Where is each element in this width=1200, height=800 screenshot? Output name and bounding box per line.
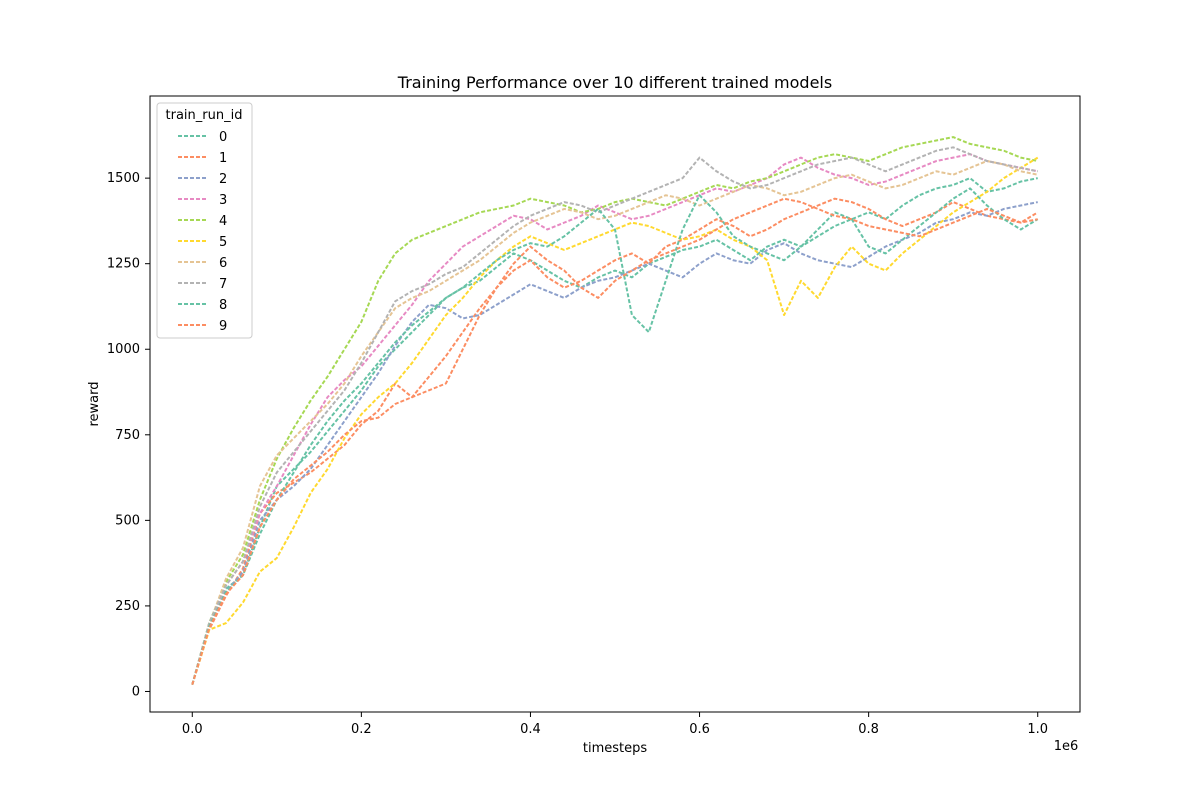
legend-label-5: 5: [219, 235, 227, 250]
series-line-2: [191, 201, 1038, 685]
y-tick-label-0: 0: [132, 684, 140, 699]
legend-title: train_run_id: [166, 108, 243, 123]
x-axis-offset-label: 1e6: [1054, 739, 1079, 754]
plot-frame: [149, 95, 1081, 713]
legend-label-4: 4: [219, 214, 227, 229]
series-line-8: [191, 187, 1039, 685]
x-tick-label-4: 0.8: [858, 722, 879, 737]
legend: train_run_id 0 1 2 3 4 5 6 7 8 9: [156, 102, 253, 339]
series-line-5: [191, 156, 1039, 685]
x-axis-label: timesteps: [583, 741, 647, 756]
x-tick-label-1: 0.2: [351, 722, 372, 737]
y-tick-label-3: 750: [115, 428, 140, 443]
y-tick-label-2: 500: [115, 513, 140, 528]
series-line-7: [191, 146, 1038, 685]
legend-label-8: 8: [219, 298, 227, 313]
y-tick-label-1: 250: [115, 599, 140, 614]
y-tick-label-4: 1000: [107, 342, 140, 357]
series-line-6: [191, 160, 1038, 685]
x-tick-label-0: 0.0: [182, 722, 203, 737]
series-line-3: [191, 153, 1038, 685]
legend-label-6: 6: [219, 256, 227, 271]
x-tick-label-5: 1.0: [1027, 722, 1048, 737]
y-tick-label-5: 1250: [107, 257, 140, 272]
x-ticks: 0.0 0.2 0.4 0.6 0.8 1.0: [182, 712, 1048, 737]
legend-label-2: 2: [219, 172, 227, 187]
plot-lines: [191, 136, 1039, 685]
series-line-4: [191, 136, 1038, 685]
legend-label-9: 9: [219, 319, 227, 334]
series-line-9: [191, 197, 1038, 685]
x-tick-label-2: 0.4: [520, 722, 541, 737]
series-line-0: [191, 177, 1038, 685]
x-tick-label-3: 0.6: [689, 722, 710, 737]
series-line-1: [191, 197, 1039, 685]
legend-items: 0 1 2 3 4 5 6 7 8 9: [178, 130, 227, 334]
chart-title: Training Performance over 10 different t…: [397, 73, 832, 92]
legend-label-1: 1: [219, 151, 227, 166]
y-axis-label: reward: [87, 381, 102, 426]
y-tick-label-6: 1500: [107, 171, 140, 186]
legend-label-3: 3: [219, 193, 227, 208]
y-ticks: 0 250 500 750 1000 1250 1500: [107, 171, 150, 699]
legend-label-7: 7: [219, 277, 227, 292]
legend-label-0: 0: [219, 130, 227, 145]
